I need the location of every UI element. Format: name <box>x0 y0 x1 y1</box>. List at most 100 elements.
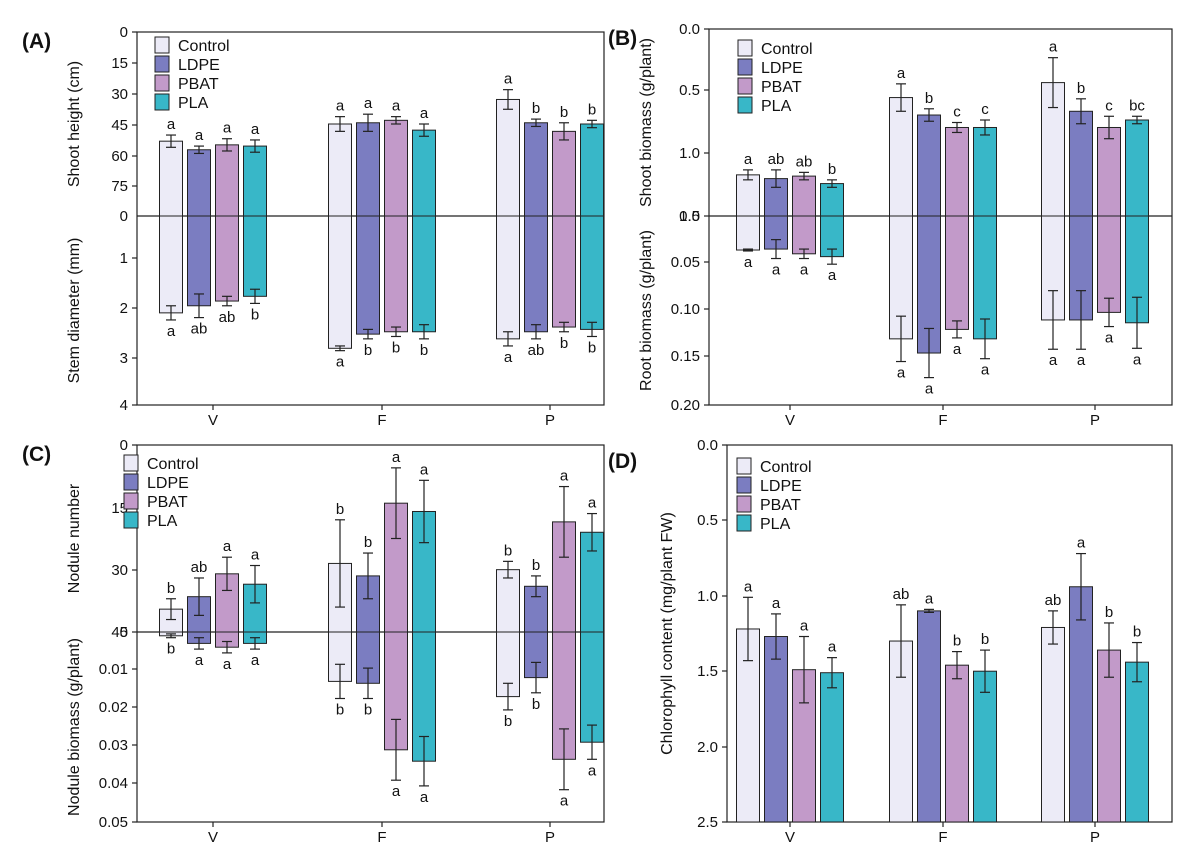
significance-letter: b <box>981 631 989 648</box>
y-tick-label: 1.0 <box>697 588 718 605</box>
bar-upper-control <box>496 569 520 633</box>
significance-letter: b <box>1077 80 1085 97</box>
bar-upper-ldpe <box>764 636 788 823</box>
y-tick-label-zero: 0.0 <box>679 208 700 225</box>
x-tick-label: F <box>938 829 947 843</box>
y-tick-label: 0.20 <box>671 397 700 414</box>
y-tick-label: 0.02 <box>99 699 128 716</box>
legend-label-pla: PLA <box>760 516 791 533</box>
bar-lower-ldpe <box>524 215 548 333</box>
legend-label-ldpe: LDPE <box>760 478 802 495</box>
legend-label-control: Control <box>178 38 230 55</box>
y-tick-label: 0 <box>120 24 128 41</box>
significance-letter: a <box>981 362 990 379</box>
bar-upper-pla <box>1125 119 1149 217</box>
y-tick-label: 1.5 <box>697 663 718 680</box>
significance-letter: a <box>953 341 962 358</box>
significance-letter: a <box>392 783 401 800</box>
x-tick-label: F <box>377 412 386 429</box>
significance-letter: c <box>953 104 961 121</box>
bar-upper-ldpe <box>917 114 941 217</box>
significance-letter: a <box>504 349 513 366</box>
significance-letter: a <box>336 354 345 371</box>
significance-letter: a <box>828 267 837 284</box>
bar-upper-pla <box>580 123 604 217</box>
x-tick-label: V <box>208 412 218 429</box>
bar-lower-pla <box>243 215 267 297</box>
significance-letter: a <box>1105 330 1114 347</box>
bar-lower-pbat <box>792 215 816 255</box>
y-tick-label: 0.5 <box>697 512 718 529</box>
legend-swatch-ldpe <box>123 473 139 491</box>
legend-swatch-ldpe <box>736 476 752 494</box>
legend-swatch-pbat <box>123 492 139 510</box>
significance-letter: b <box>392 339 400 356</box>
legend-swatch-control <box>737 39 753 57</box>
significance-letter: a <box>897 65 906 82</box>
x-tick-label: P <box>545 829 555 843</box>
legend-label-ldpe: LDPE <box>147 475 189 492</box>
y-tick-label: 0.10 <box>671 301 700 318</box>
significance-letter: b <box>251 306 259 323</box>
y-tick-label: 0.01 <box>99 661 128 678</box>
significance-letter: a <box>364 95 373 112</box>
legend-label-pla: PLA <box>178 95 209 112</box>
bar-lower-pbat <box>945 215 969 330</box>
y-tick-label: 2 <box>120 300 128 317</box>
bar-lower-ldpe <box>187 215 211 307</box>
legend-swatch-pbat <box>737 77 753 95</box>
panel-label-a: (A) <box>22 30 51 53</box>
significance-letter: b <box>364 702 372 719</box>
bar-upper-pla <box>973 670 997 823</box>
bar-lower-ldpe <box>356 215 380 335</box>
significance-letter: b <box>532 557 540 574</box>
significance-letter: ab <box>191 321 208 338</box>
y-tick-label: 0.5 <box>679 82 700 99</box>
significance-letter: b <box>560 104 568 121</box>
bar-upper-control <box>328 123 352 217</box>
significance-letter: a <box>1077 535 1086 552</box>
legend-swatch-pla <box>154 93 170 111</box>
significance-letter: ab <box>893 586 910 603</box>
x-tick-label: F <box>938 412 947 429</box>
significance-letter: a <box>251 652 260 669</box>
y-tick-label: 45 <box>111 117 128 134</box>
bar-upper-pbat <box>384 119 408 217</box>
y-tick-label: 0 <box>120 437 128 454</box>
significance-letter: a <box>925 381 934 398</box>
legend-label-pla: PLA <box>147 513 178 530</box>
panel-label-b: (B) <box>608 27 637 50</box>
y-tick-label: 0.03 <box>99 737 128 754</box>
significance-letter: a <box>223 656 232 673</box>
significance-letter: a <box>744 578 753 595</box>
significance-letter: a <box>897 365 906 382</box>
significance-letter: ab <box>768 151 785 168</box>
significance-letter: b <box>167 580 175 597</box>
significance-letter: b <box>1105 604 1113 621</box>
y-axis-title-lower: Stem diameter (mm) <box>66 238 83 384</box>
bar-upper-pbat <box>792 175 816 217</box>
significance-letter: b <box>953 633 961 650</box>
legend-label-pbat: PBAT <box>147 494 188 511</box>
y-tick-label: 2.5 <box>697 814 718 831</box>
bar-upper-pla <box>820 672 844 823</box>
panel-label-c: (C) <box>22 443 51 466</box>
y-axis-title-lower: Root biomass (g/plant) <box>638 230 655 391</box>
significance-letter: a <box>504 71 513 88</box>
legend-swatch-pla <box>123 511 139 529</box>
significance-letter: a <box>251 121 260 138</box>
x-tick-label: V <box>785 412 795 429</box>
significance-letter: a <box>800 262 809 279</box>
significance-letter: b <box>1133 624 1141 641</box>
bar-upper-pbat <box>1097 126 1121 217</box>
significance-letter: a <box>588 495 597 512</box>
bar-upper-pbat <box>215 144 239 217</box>
significance-letter: a <box>392 98 401 115</box>
bar-upper-pla <box>243 145 267 217</box>
y-tick-label: 15 <box>111 55 128 72</box>
y-tick-label: 75 <box>111 178 128 195</box>
legend-swatch-pla <box>736 514 752 532</box>
plot-frame-b <box>708 28 1173 406</box>
